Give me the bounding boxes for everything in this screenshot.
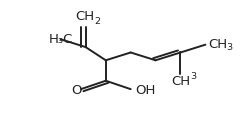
- Text: 2: 2: [94, 17, 100, 26]
- Text: CH: CH: [208, 38, 227, 51]
- Text: O: O: [71, 85, 81, 97]
- Text: CH: CH: [75, 10, 94, 23]
- Text: CH: CH: [171, 75, 190, 88]
- Text: H₃C: H₃C: [49, 33, 73, 46]
- Text: 3: 3: [190, 72, 196, 81]
- Text: 3: 3: [226, 43, 232, 52]
- Text: OH: OH: [135, 85, 156, 97]
